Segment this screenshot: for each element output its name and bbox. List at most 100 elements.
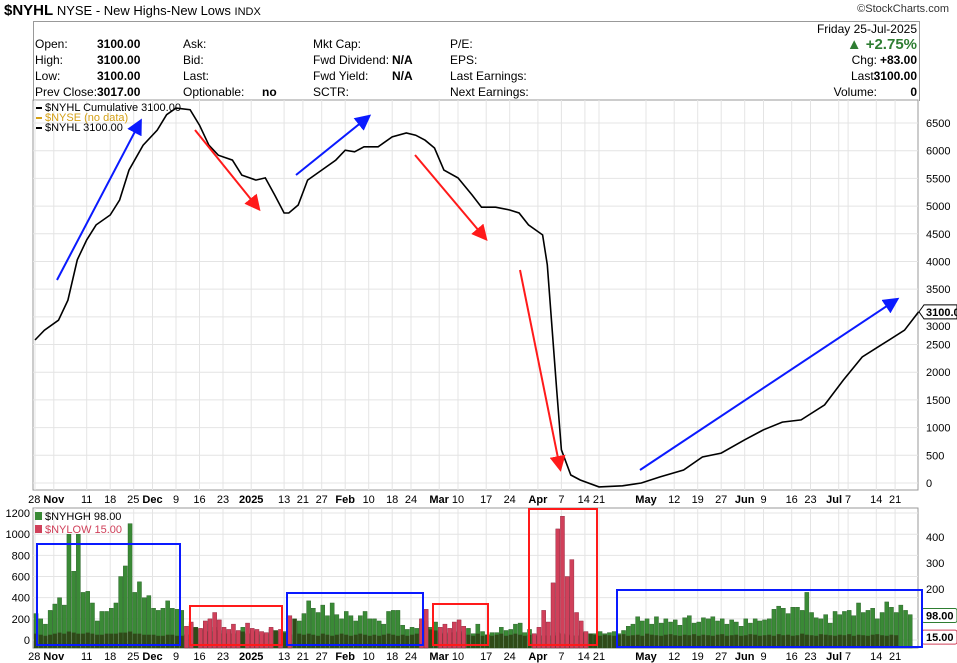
x-tick-label: 14: [870, 651, 882, 663]
highlight-box: [528, 508, 598, 646]
field-label: Optionable:: [183, 85, 245, 99]
highlight-box: [432, 603, 489, 646]
low-bar: [62, 633, 67, 648]
low-bar: [142, 634, 147, 648]
x-tick-label: Mar: [429, 494, 449, 506]
low-bar: [870, 634, 875, 648]
x-tick-label: 7: [845, 494, 851, 506]
low-bar: [109, 633, 114, 648]
low-bar: [287, 615, 293, 649]
field-label: Next Earnings:: [450, 85, 529, 99]
low-bar: [522, 635, 527, 648]
field-label: Last Earnings:: [450, 69, 527, 83]
low-bar: [320, 633, 325, 648]
low-bar: [43, 635, 48, 648]
chart-title: $NYHL NYSE - New Highs-New Lows INDX: [4, 2, 261, 19]
high-bar: [908, 614, 913, 649]
low-bar: [513, 633, 518, 648]
field-label: Mkt Cap:: [313, 37, 362, 51]
legend-label: $NYSE (no data): [45, 112, 128, 124]
low-bar: [301, 634, 306, 648]
x-tick-label: 21: [297, 494, 309, 506]
field-label: Last:: [183, 69, 210, 83]
low-bar: [583, 631, 589, 649]
low-bar: [334, 634, 339, 648]
low-bar: [823, 634, 828, 648]
highlight-box: [286, 592, 424, 646]
low-bar: [640, 635, 645, 648]
percent-change: ▲ +2.75%: [846, 36, 917, 53]
x-tick-label: 21: [593, 651, 605, 663]
y-tick-label-right: 400: [926, 532, 944, 544]
low-bar: [160, 635, 165, 648]
low-bar: [635, 634, 640, 648]
x-tick-label: 16: [786, 494, 798, 506]
field-label: Fwd Yield:: [313, 69, 369, 83]
x-tick-label: 10: [363, 494, 375, 506]
field-label: Open:: [35, 37, 68, 51]
low-bar: [38, 634, 43, 648]
x-tick-label: Apr: [528, 651, 548, 663]
x-tick-label: 18: [104, 494, 116, 506]
low-bar: [663, 634, 668, 648]
low-bar: [85, 632, 90, 648]
x-tick-label: 10: [363, 651, 375, 663]
low-bar: [692, 634, 697, 648]
low-bar: [283, 632, 288, 648]
legend-swatch: [36, 127, 42, 129]
y-tick-label: 1000: [926, 423, 950, 435]
x-tick-label: 21: [297, 651, 309, 663]
low-bar: [889, 634, 894, 648]
low-bar: [456, 619, 462, 649]
volume-panel: [32, 507, 919, 649]
low-bar: [734, 634, 739, 648]
field-value: 3100.00: [873, 69, 917, 83]
x-tick-label: Feb: [335, 494, 355, 506]
low-bar: [414, 633, 419, 648]
low-bar: [240, 631, 245, 648]
low-bar: [438, 627, 443, 649]
y-tick-label: 2500: [926, 340, 950, 352]
x-tick-label: 11: [81, 494, 92, 506]
low-bar: [865, 635, 870, 648]
low-bar: [837, 634, 842, 648]
x-tick-label: 23: [217, 651, 229, 663]
low-bar: [593, 634, 598, 648]
x-tick-label: 18: [104, 651, 116, 663]
low-bar: [875, 634, 880, 648]
low-bar: [297, 633, 302, 648]
y-tick-label: 5500: [926, 173, 950, 185]
low-bar: [316, 635, 321, 648]
low-bar: [682, 634, 687, 648]
x-tick-label: 11: [81, 651, 92, 663]
low-bar: [123, 632, 128, 648]
legend-label: $NYHL Cumulative 3100.00: [45, 102, 181, 114]
x-tick-label: 25: [127, 651, 139, 663]
low-bar: [894, 635, 899, 648]
legend-swatch: [36, 117, 42, 119]
value-tag-label: 98.00: [926, 611, 954, 623]
low-bar: [207, 618, 213, 649]
low-bar: [217, 619, 222, 649]
low-bar: [602, 634, 607, 648]
low-bar: [447, 628, 452, 649]
y-tick-label-right: 200: [926, 584, 944, 596]
x-tick-label: 28: [28, 651, 40, 663]
high-bar: [898, 604, 904, 649]
x-tick-label: 23: [804, 494, 816, 506]
low-bar: [405, 635, 410, 648]
low-bar: [668, 634, 673, 648]
low-bar: [311, 634, 316, 648]
low-bar: [550, 582, 556, 649]
last-price-label: 3100.00: [926, 307, 957, 319]
last-price-tag: [918, 304, 957, 320]
low-bar: [753, 634, 758, 648]
low-bar: [518, 634, 523, 648]
value-tag-label: 15.00: [926, 632, 954, 644]
low-bar: [564, 576, 570, 649]
low-bar: [776, 634, 781, 648]
low-bar: [433, 630, 438, 648]
y-tick-label-left: 0: [24, 635, 30, 647]
field-label: Chg:: [851, 53, 877, 67]
low-bar: [381, 634, 386, 648]
